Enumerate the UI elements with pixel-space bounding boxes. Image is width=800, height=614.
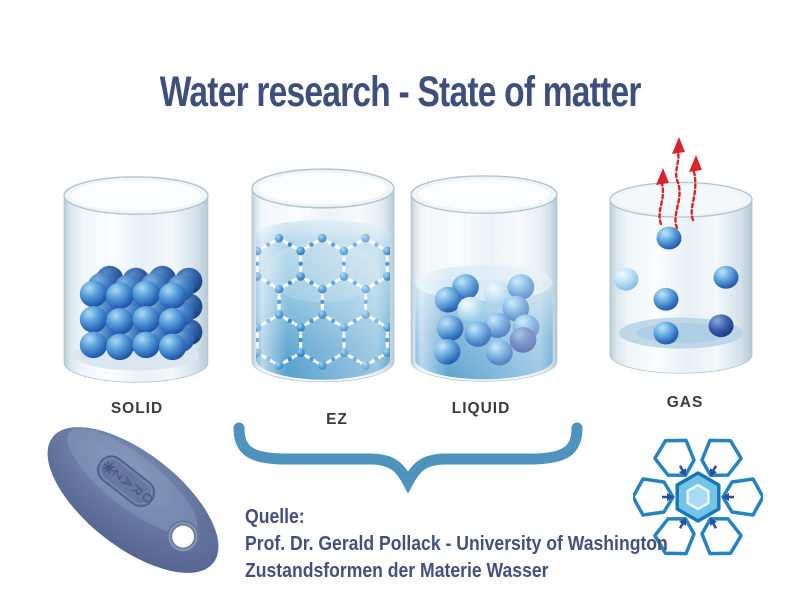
state-label-ez: EZ [326, 411, 348, 428]
glass-mouth-inner [417, 179, 551, 210]
device-label-plate [97, 455, 156, 508]
state-label-solid: SOLID [110, 400, 164, 417]
glass-mouth-inner [70, 180, 202, 211]
device-star-icon [102, 461, 115, 474]
glass-shine [411, 194, 557, 382]
glass-mouth-inner [258, 172, 388, 205]
evaporation-arrows-icon [656, 137, 702, 230]
page-title-text: Water research - State of matter [159, 68, 642, 116]
caption-line2: Zustandsformen der Materie Wasser [245, 560, 549, 582]
snowflake-inward-arrows [662, 465, 734, 529]
glass-mouth-inner [616, 185, 746, 214]
beaker-gas [606, 176, 756, 391]
glass-shine [252, 188, 394, 382]
beaker-solid [60, 170, 212, 401]
state-label-liquid: LIQUID [451, 400, 511, 417]
snowflake-molecule-icon [633, 438, 763, 556]
beaker-gas-illustration [609, 181, 753, 374]
state-label-gas: GAS [666, 394, 704, 411]
beaker-ez [248, 162, 398, 401]
caption-source-label: Quelle: [245, 506, 305, 528]
device-label-plate-emboss [99, 458, 153, 505]
device-hole [172, 525, 195, 548]
caption-line1: Prof. Dr. Gerald Pollack - University of… [245, 533, 668, 555]
beaker-liquid [407, 169, 561, 400]
gas-molecules [613, 226, 739, 345]
beaker-liquid-illustration [410, 175, 558, 382]
snowflake-petals [633, 438, 763, 556]
curly-brace-icon [233, 422, 583, 494]
page-title: Water research - State of matter [0, 68, 800, 117]
ice-lattice-spheres [79, 265, 203, 361]
beaker-solid-illustration [63, 176, 209, 383]
device-hole-rim [168, 522, 198, 552]
caption-block: Quelle: Prof. Dr. Gerald Pollack - Unive… [245, 504, 725, 585]
snowflake-inner-hexagon [686, 483, 710, 511]
beaker-ez-illustration [251, 168, 395, 383]
